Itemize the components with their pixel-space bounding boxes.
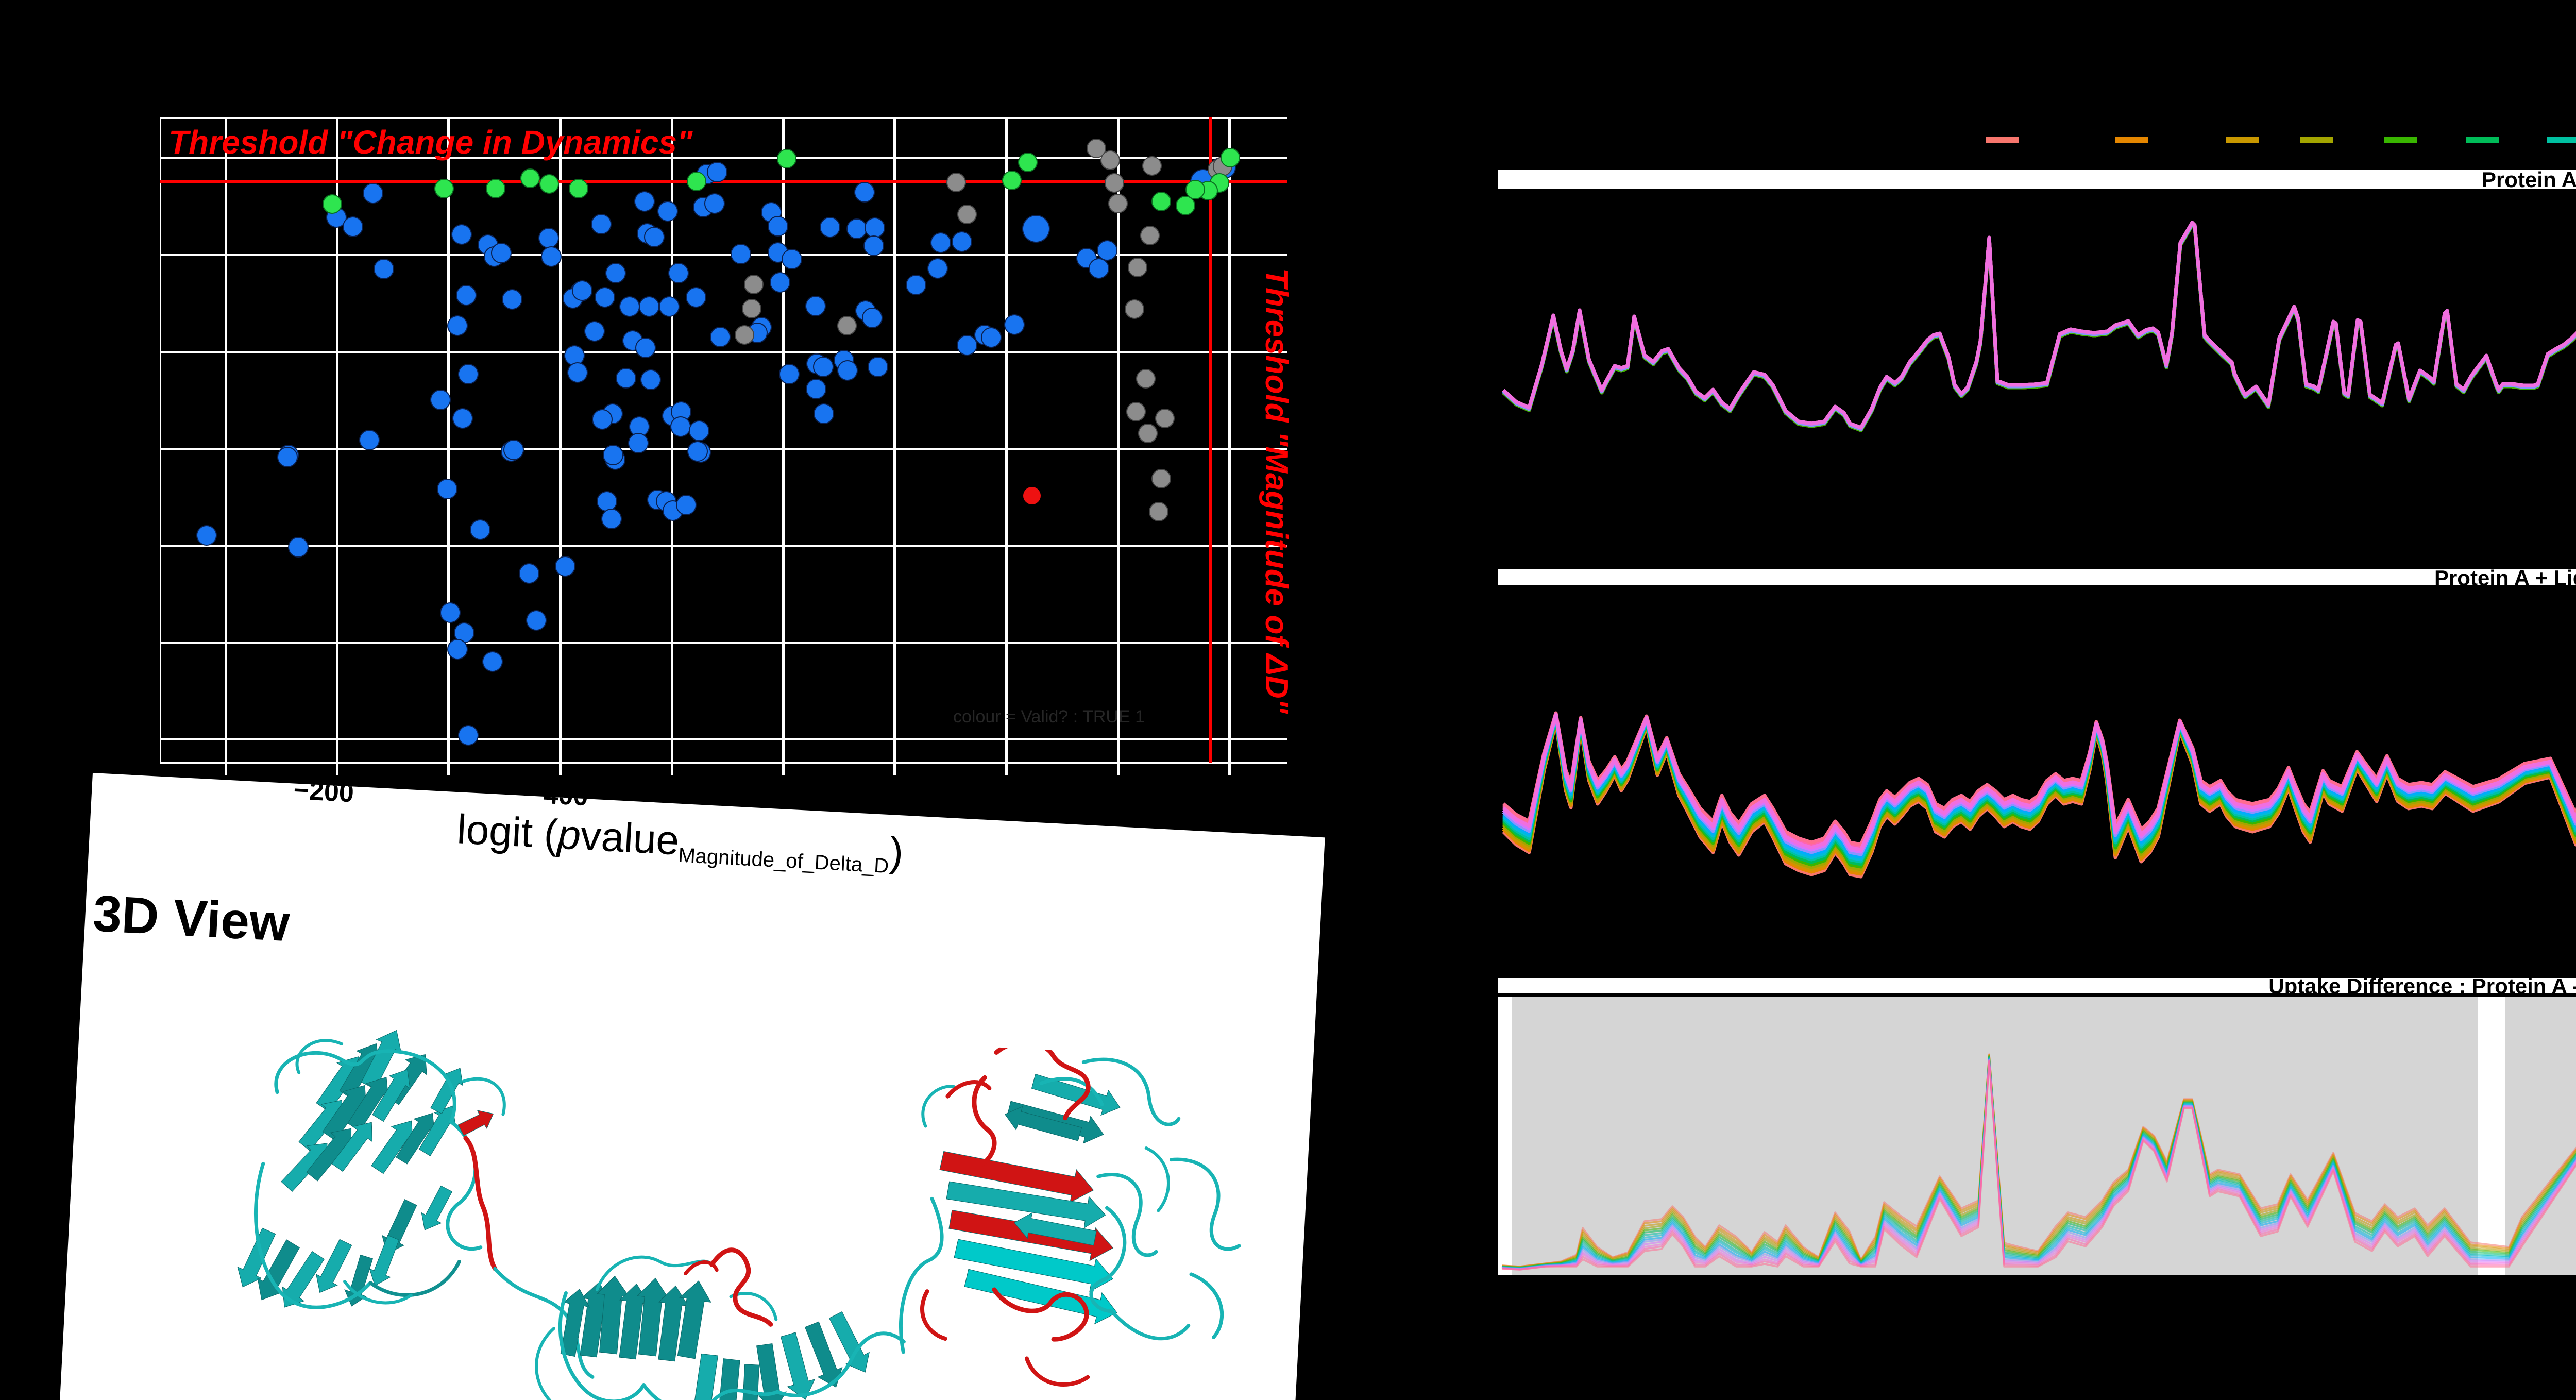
svg-text:Uptake Difference : Protein A: Uptake Difference : Protein A - (Protein…: [2268, 974, 2576, 998]
svg-text:Protein A + Ligand: Protein A + Ligand: [2434, 566, 2576, 590]
svg-text:colour = Valid? : TRUE 1: colour = Valid? : TRUE 1: [953, 707, 1145, 727]
svg-text:Protein A: Protein A: [2482, 167, 2576, 192]
svg-text:Threshold "Magnitude of ΔD": Threshold "Magnitude of ΔD": [1259, 268, 1294, 715]
svg-text:Threshold "Change in Dynamics": Threshold "Change in Dynamics": [168, 124, 693, 161]
